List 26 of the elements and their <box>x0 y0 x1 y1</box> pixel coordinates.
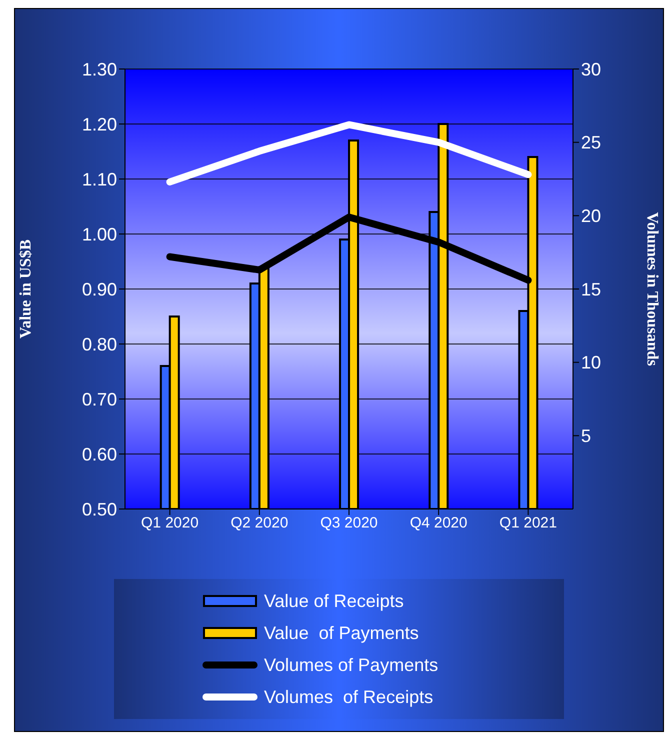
y-tick-label: 1.20 <box>82 114 117 134</box>
y2-tick-label: 30 <box>581 59 602 80</box>
x-tick-label: Q2 2020 <box>230 514 288 532</box>
y-tick-label: 1.30 <box>82 59 117 80</box>
y-tick-label: 1.10 <box>82 169 117 190</box>
y2-axis-title: Volumes in Thousands <box>643 212 660 366</box>
y2-tick-label: 5 <box>581 426 592 446</box>
legend-label: Value of Receipts <box>264 590 404 612</box>
y-tick-label: 0.80 <box>82 334 117 354</box>
x-tick-label: Q3 2020 <box>320 514 378 532</box>
y-tick-label: 0.50 <box>82 499 117 520</box>
y-tick-label: 0.90 <box>82 279 117 300</box>
legend-label: Volumes of Receipts <box>264 686 434 708</box>
x-tick-label: Q1 2020 <box>141 514 199 532</box>
y2-tick-label: 10 <box>581 352 602 373</box>
y-axis-title: Value in US$B <box>18 239 35 338</box>
y2-tick-label: 20 <box>581 206 602 226</box>
y-tick-label: 0.60 <box>82 444 117 464</box>
x-tick-label: Q1 2021 <box>499 514 557 532</box>
y-tick-label: 0.70 <box>82 389 117 410</box>
x-tick-label: Q4 2020 <box>410 514 468 532</box>
legend-label: Volumes of Payments <box>264 654 438 676</box>
y-tick-label: 1.00 <box>82 224 117 244</box>
y2-tick-label: 15 <box>581 279 602 300</box>
y2-tick-label: 25 <box>581 132 602 153</box>
legend-label: Value of Payments <box>264 622 419 644</box>
